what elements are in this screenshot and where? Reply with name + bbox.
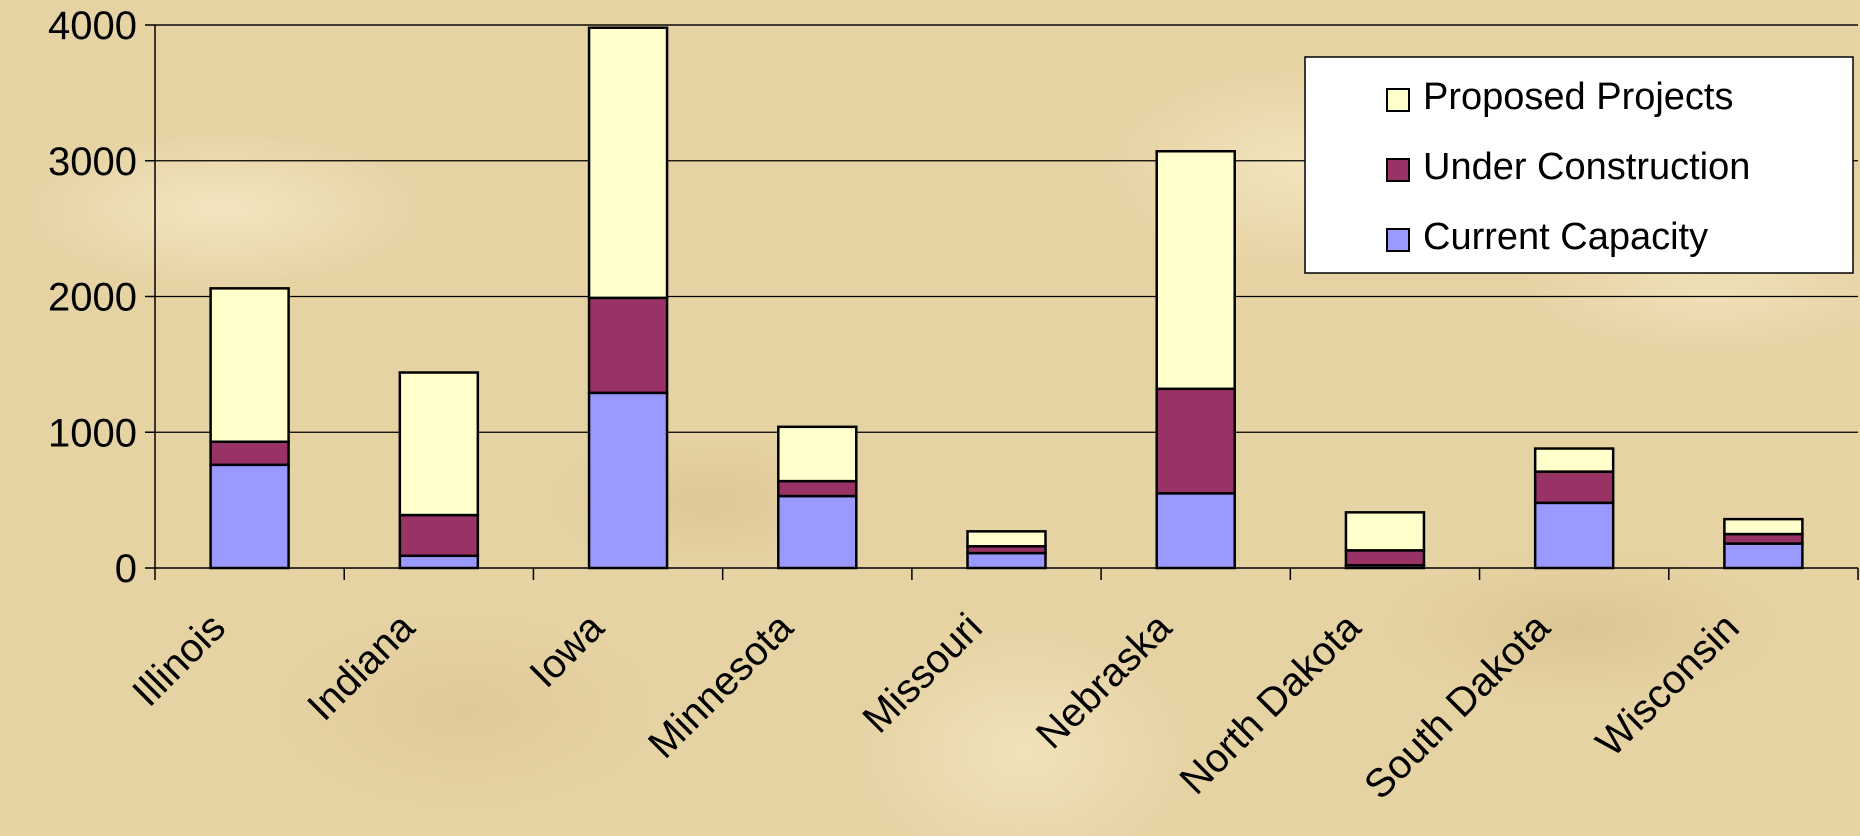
x-tick-label: Nebraska bbox=[1028, 605, 1181, 758]
legend-label-proposed-projects: Proposed Projects bbox=[1423, 76, 1734, 118]
y-tick-labels: 0 1000 2000 3000 4000 bbox=[48, 4, 137, 591]
y-tick-label: 4000 bbox=[48, 4, 137, 48]
y-tick-label: 1000 bbox=[48, 411, 137, 455]
x-tick-label: Missouri bbox=[854, 605, 990, 741]
bar-iowa-proposed-projects bbox=[587, 26, 669, 300]
y-tick-label: 3000 bbox=[48, 140, 137, 184]
x-tick-label: Minnesota bbox=[640, 605, 802, 767]
bar-illinois-under-construction bbox=[209, 440, 290, 467]
y-tick-label: 2000 bbox=[48, 276, 137, 320]
bar-iowa-under-construction bbox=[587, 296, 669, 395]
bar-south-dakota-proposed-projects bbox=[1533, 447, 1615, 473]
bar-wisconsin-proposed-projects bbox=[1723, 517, 1804, 536]
bar-south-dakota-current-capacity bbox=[1533, 501, 1615, 570]
bar-minnesota-proposed-projects bbox=[777, 425, 858, 483]
x-tick-label: North Dakota bbox=[1172, 605, 1370, 803]
bar-indiana-current-capacity bbox=[398, 554, 480, 570]
bar-illinois-current-capacity bbox=[209, 463, 290, 570]
bar-nebraska-under-construction bbox=[1155, 387, 1236, 495]
bar-south-dakota-under-construction bbox=[1533, 470, 1615, 505]
bar-nebraska-current-capacity bbox=[1155, 492, 1236, 570]
bar-minnesota-under-construction bbox=[777, 479, 858, 498]
x-tick-label: Wisconsin bbox=[1588, 605, 1748, 765]
x-tick-label: South Dakota bbox=[1356, 605, 1559, 808]
legend-swatch-proposed-projects bbox=[1386, 88, 1410, 112]
legend-swatch-under-construction bbox=[1386, 158, 1410, 182]
x-tick-label: Illinois bbox=[124, 605, 234, 715]
y-tick-label: 0 bbox=[115, 547, 137, 591]
bar-nebraska-proposed-projects bbox=[1155, 149, 1236, 391]
bar-missouri-proposed-projects bbox=[966, 530, 1047, 548]
bar-illinois-proposed-projects bbox=[209, 287, 290, 444]
bar-minnesota-current-capacity bbox=[777, 494, 858, 570]
bar-iowa-current-capacity bbox=[587, 391, 669, 570]
x-tick-labels: Illinois Indiana Iowa Minnesota Missouri Nebr… bbox=[124, 605, 1747, 808]
bar-wisconsin-under-construction bbox=[1723, 532, 1804, 545]
bar-missouri-current-capacity bbox=[966, 551, 1047, 570]
bar-wisconsin-current-capacity bbox=[1723, 542, 1804, 570]
bar-north-dakota-under-construction bbox=[1344, 549, 1426, 567]
legend-swatch-current-capacity bbox=[1386, 228, 1410, 252]
x-tick-label: Iowa bbox=[522, 605, 613, 696]
bar-indiana-under-construction bbox=[398, 513, 480, 558]
legend: Proposed Projects Under Construction Curre… bbox=[1304, 56, 1854, 274]
legend-label-under-construction: Under Construction bbox=[1423, 146, 1750, 188]
bars bbox=[209, 26, 1804, 570]
legend-label-current-capacity: Current Capacity bbox=[1423, 216, 1708, 258]
bar-indiana-proposed-projects bbox=[398, 371, 480, 517]
x-tick-label: Indiana bbox=[299, 605, 423, 729]
bar-north-dakota-proposed-projects bbox=[1344, 511, 1426, 552]
